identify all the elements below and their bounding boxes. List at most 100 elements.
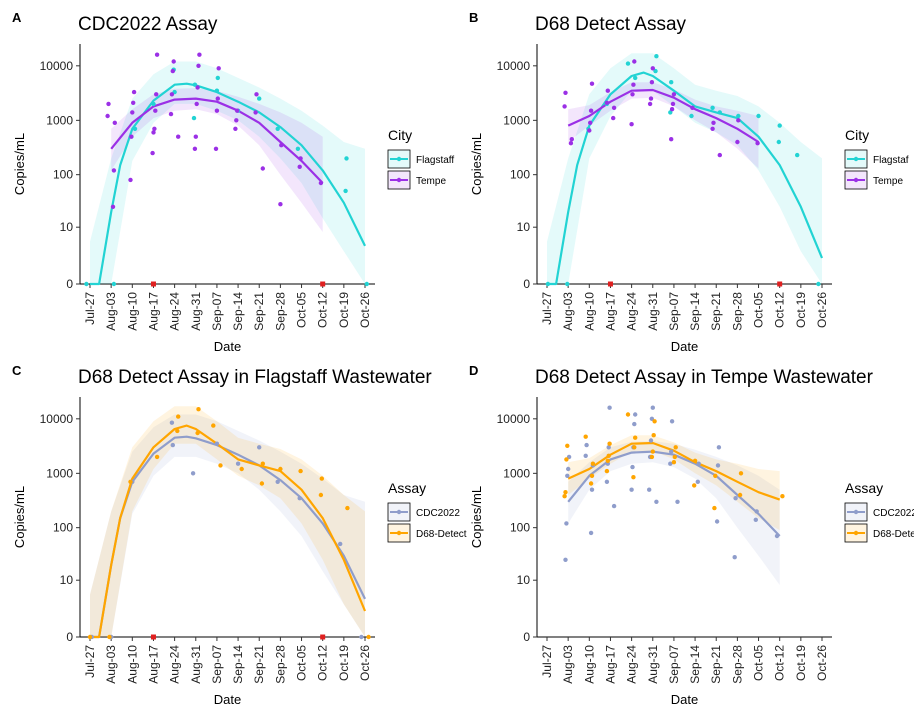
data-point <box>625 412 631 417</box>
y-tick-label: 100 <box>510 521 530 535</box>
legend-label: D68-Detect <box>873 529 914 540</box>
data-point <box>696 461 701 466</box>
data-point <box>589 81 595 86</box>
data-point <box>563 557 568 562</box>
legend-key-point <box>396 530 402 536</box>
data-point <box>647 487 652 492</box>
chart-title: D68 Detect Assay <box>535 14 687 35</box>
x-tick-label: Aug-03 <box>104 292 118 331</box>
data-point <box>604 100 610 106</box>
data-point <box>359 634 364 640</box>
y-tick-label: 10 <box>60 220 74 234</box>
y-tick-label: 0 <box>523 630 530 644</box>
x-tick-label: Oct-26 <box>815 292 829 328</box>
data-point <box>195 430 200 436</box>
data-point <box>735 139 740 145</box>
x-tick-label: Aug-31 <box>646 645 660 684</box>
data-point <box>132 126 138 131</box>
x-tick-label: Aug-17 <box>146 645 160 684</box>
x-axis-label: Date <box>671 339 698 354</box>
x-tick-label: Oct-19 <box>337 645 351 681</box>
y-tick-label: 10000 <box>497 412 531 426</box>
data-point <box>689 113 694 119</box>
data-point <box>607 405 612 410</box>
data-point <box>235 461 241 466</box>
panel-d: D D68 Detect Assay in Tempe Wastewater 0 10… <box>469 363 914 706</box>
data-point <box>654 54 659 59</box>
data-point <box>131 100 136 106</box>
data-point <box>630 92 635 97</box>
data-point <box>129 134 134 139</box>
data-point <box>87 634 93 640</box>
y-tick-label: 1000 <box>503 466 530 480</box>
data-point <box>633 75 638 81</box>
x-tick-label: Sep-14 <box>688 645 702 684</box>
data-point <box>112 120 118 126</box>
x-tick-label: Jul-27 <box>540 292 554 325</box>
data-point <box>777 123 782 128</box>
x-tick-label: Oct-05 <box>295 645 309 681</box>
data-point <box>565 443 570 448</box>
data-point <box>190 471 196 476</box>
data-point <box>611 503 617 509</box>
x-tick-label: Sep-14 <box>688 292 702 331</box>
data-point <box>191 115 197 121</box>
data-point <box>298 468 303 474</box>
data-point <box>588 481 594 486</box>
data-point <box>633 435 638 440</box>
data-point <box>756 113 761 119</box>
data-point <box>298 156 303 161</box>
data-point <box>107 634 112 640</box>
data-point <box>169 420 175 425</box>
data-point <box>650 449 655 454</box>
legend-label: D68-Detect <box>416 529 467 540</box>
data-point <box>717 110 722 115</box>
legend-label: Tempe <box>873 176 903 187</box>
data-point <box>211 423 216 428</box>
data-point <box>152 126 157 131</box>
data-point <box>604 468 610 474</box>
data-point <box>216 66 221 71</box>
data-point <box>738 471 744 476</box>
data-point <box>611 115 616 121</box>
data-point <box>652 419 657 424</box>
data-point <box>717 152 722 158</box>
data-point <box>732 555 737 560</box>
x-tick-label: Aug-24 <box>168 645 182 684</box>
data-point <box>671 460 677 465</box>
x-tick-label: Oct-05 <box>752 292 766 328</box>
data-point <box>565 473 570 478</box>
data-point <box>196 63 201 68</box>
data-point <box>257 96 262 101</box>
data-point <box>259 481 265 486</box>
legend-title: Assay <box>388 480 426 496</box>
data-point <box>648 96 654 101</box>
data-point <box>344 156 349 161</box>
data-point <box>587 128 592 133</box>
x-tick-label: Sep-14 <box>231 292 245 331</box>
data-point <box>364 281 369 287</box>
data-point <box>651 433 656 438</box>
data-point <box>563 490 568 495</box>
data-point <box>105 113 110 119</box>
legend-title: City <box>388 127 412 143</box>
data-point <box>568 141 574 146</box>
data-point <box>176 134 181 139</box>
data-point <box>196 407 201 412</box>
data-point <box>710 126 715 131</box>
legend-label: Flagstaf <box>873 155 909 166</box>
x-tick-label: Aug-31 <box>646 292 660 331</box>
legend-key-point <box>853 530 859 536</box>
data-point <box>692 458 698 463</box>
data-point <box>213 146 219 151</box>
data-point <box>668 461 673 466</box>
x-tick-label: Aug-03 <box>561 645 575 684</box>
data-point <box>318 180 324 186</box>
data-point <box>780 494 785 499</box>
data-point <box>214 88 220 93</box>
trend-line-cdc2022 <box>567 450 781 537</box>
data-point <box>713 473 718 478</box>
data-point <box>297 164 302 169</box>
data-point <box>776 139 781 145</box>
